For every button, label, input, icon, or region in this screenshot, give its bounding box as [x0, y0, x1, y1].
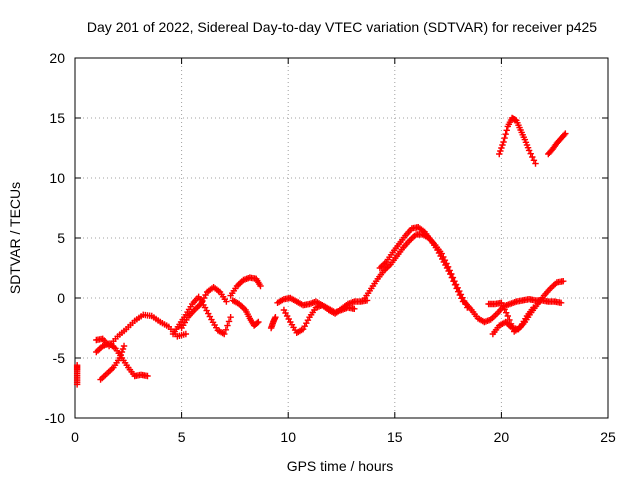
data-point [73, 362, 81, 369]
data-point [561, 131, 568, 138]
series-track-17 [496, 114, 539, 167]
data-point [455, 288, 462, 295]
data-point [500, 138, 507, 146]
x-tick-label: 0 [71, 429, 79, 445]
series-track-2 [93, 340, 151, 380]
axis-ticks: 0 5 10 15 20 25 -10 -5 0 5 10 15 20 [45, 50, 616, 445]
data-point [527, 150, 534, 157]
data-point [351, 305, 358, 312]
data-point [116, 354, 123, 362]
x-tick-label: 15 [387, 429, 403, 445]
data-point [450, 278, 457, 285]
data-point [182, 330, 190, 338]
data-point [498, 299, 505, 306]
data-point [499, 302, 507, 310]
data-point [272, 314, 279, 321]
data-point [506, 316, 513, 324]
data-point [504, 312, 511, 320]
data-point [223, 298, 230, 305]
data-point [557, 299, 565, 306]
data-point [530, 157, 538, 164]
series-track-16 [485, 299, 537, 335]
data-point [530, 304, 537, 311]
y-tick-label: 0 [57, 290, 65, 306]
data-point [532, 160, 539, 167]
data-point [529, 153, 536, 161]
x-tick-label: 5 [178, 429, 186, 445]
data-points [73, 114, 569, 388]
y-tick-label: -5 [53, 350, 66, 366]
x-tick-label: 10 [280, 429, 296, 445]
y-tick-label: 15 [49, 110, 65, 126]
series-track-7 [227, 274, 264, 299]
data-point [144, 372, 151, 380]
data-point [496, 150, 503, 158]
data-point [497, 147, 504, 155]
data-point [525, 147, 533, 154]
data-point [562, 130, 569, 137]
y-tick-label: 5 [57, 230, 65, 246]
data-point [498, 144, 505, 152]
data-point [499, 141, 506, 149]
data-point [501, 306, 508, 313]
data-point [227, 314, 234, 321]
data-point [503, 127, 510, 134]
series-track-4 [97, 342, 128, 383]
data-point [222, 326, 230, 333]
data-point [224, 322, 231, 329]
x-tick-label: 25 [600, 429, 616, 445]
data-point [451, 281, 459, 288]
series-track-18 [545, 130, 569, 158]
data-point [447, 270, 454, 278]
data-point [502, 309, 510, 316]
x-tick-label: 20 [494, 429, 510, 445]
data-point [501, 134, 508, 142]
series-track-9 [267, 314, 279, 332]
data-point [120, 342, 128, 350]
data-point [257, 282, 264, 290]
data-point [458, 295, 465, 302]
data-point [560, 278, 567, 285]
data-point [453, 285, 460, 292]
y-tick-label: -10 [45, 410, 65, 426]
series-track-11 [280, 302, 358, 336]
y-tick-label: 20 [49, 50, 65, 66]
series-track-13 [376, 224, 467, 305]
data-point [254, 319, 261, 327]
data-point [456, 291, 464, 299]
data-point [507, 320, 515, 327]
data-point [255, 318, 262, 326]
data-point [118, 348, 126, 356]
data-point [221, 330, 228, 338]
series-track-6 [178, 284, 230, 332]
x-axis-label: GPS time / hours [287, 458, 394, 474]
series-track-1 [73, 362, 81, 388]
chart-title: Day 201 of 2022, Sidereal Day-to-day VTE… [87, 19, 597, 35]
y-axis-label: SDTVAR / TECUs [7, 182, 23, 294]
series-track-8 [229, 297, 262, 329]
data-point [502, 131, 509, 138]
data-point [117, 351, 125, 359]
data-point [225, 318, 233, 325]
y-tick-label: 10 [49, 170, 65, 186]
data-point [119, 345, 127, 353]
data-point [448, 274, 456, 281]
